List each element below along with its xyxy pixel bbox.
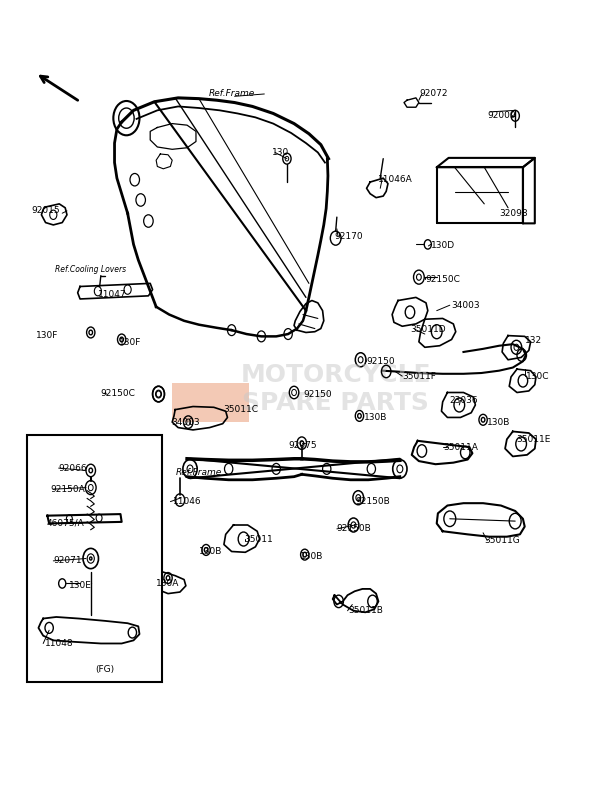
Circle shape — [89, 330, 92, 335]
Text: 92150: 92150 — [367, 357, 395, 366]
Text: 35011: 35011 — [244, 535, 273, 543]
Text: 92015: 92015 — [31, 206, 60, 215]
Text: 35011B: 35011B — [348, 606, 383, 615]
Text: 92075: 92075 — [289, 441, 317, 450]
Text: 32098: 32098 — [500, 209, 529, 217]
Text: 92150C: 92150C — [100, 389, 135, 398]
Circle shape — [120, 338, 124, 341]
Text: MOTORCYCLE
SPARE PARTS: MOTORCYCLE SPARE PARTS — [241, 363, 431, 414]
Text: 130D: 130D — [431, 242, 455, 250]
Text: 35011D: 35011D — [410, 325, 446, 334]
Text: 34003: 34003 — [172, 418, 200, 427]
Text: 130B: 130B — [364, 413, 388, 422]
Circle shape — [166, 575, 170, 580]
Text: 92170: 92170 — [334, 232, 363, 241]
Text: 130: 130 — [272, 148, 290, 157]
Text: 130F: 130F — [119, 338, 142, 347]
Text: Ref.Cooling Lovers: Ref.Cooling Lovers — [55, 265, 127, 274]
Text: 92150B: 92150B — [355, 497, 390, 506]
Text: 34003: 34003 — [451, 301, 479, 310]
Bar — [26, 435, 162, 682]
Text: 92150C: 92150C — [425, 275, 460, 284]
Circle shape — [300, 441, 304, 446]
Circle shape — [481, 418, 485, 422]
Text: 11047: 11047 — [98, 290, 127, 299]
Text: 92066: 92066 — [58, 464, 86, 473]
Text: 130A: 130A — [157, 579, 180, 588]
Circle shape — [89, 557, 92, 560]
Text: Ref.Frame: Ref.Frame — [176, 468, 222, 476]
Text: 132: 132 — [525, 336, 542, 345]
Text: 130E: 130E — [68, 582, 91, 590]
Circle shape — [303, 553, 307, 557]
Text: 92009: 92009 — [488, 111, 517, 120]
Text: 130B: 130B — [199, 547, 223, 556]
Text: 46075/A: 46075/A — [46, 519, 84, 528]
Text: (FG): (FG) — [95, 665, 115, 674]
Circle shape — [285, 156, 289, 161]
Text: 23036: 23036 — [449, 396, 478, 405]
Text: 130B: 130B — [487, 418, 511, 426]
Circle shape — [358, 414, 361, 418]
Circle shape — [204, 548, 208, 553]
Text: 35011C: 35011C — [223, 405, 258, 414]
Text: 130C: 130C — [526, 371, 550, 381]
Text: 92071: 92071 — [54, 557, 82, 565]
Text: 11046: 11046 — [173, 497, 202, 506]
Text: 92150: 92150 — [304, 389, 332, 399]
Text: 35011G: 35011G — [484, 536, 520, 545]
Text: 130F: 130F — [36, 331, 59, 340]
Text: 130B: 130B — [300, 552, 323, 560]
Text: 92150B: 92150B — [336, 524, 371, 533]
Text: 92150A: 92150A — [51, 484, 86, 494]
Text: Ref.Frame: Ref.Frame — [209, 89, 255, 98]
Text: 35011F: 35011F — [402, 371, 436, 381]
Text: 11048: 11048 — [45, 639, 74, 648]
Text: 35011A: 35011A — [443, 443, 478, 451]
Text: 35011E: 35011E — [517, 435, 551, 444]
Bar — [172, 383, 250, 422]
Text: 11046A: 11046A — [378, 175, 412, 184]
Text: 92072: 92072 — [419, 89, 448, 98]
Circle shape — [89, 468, 92, 473]
